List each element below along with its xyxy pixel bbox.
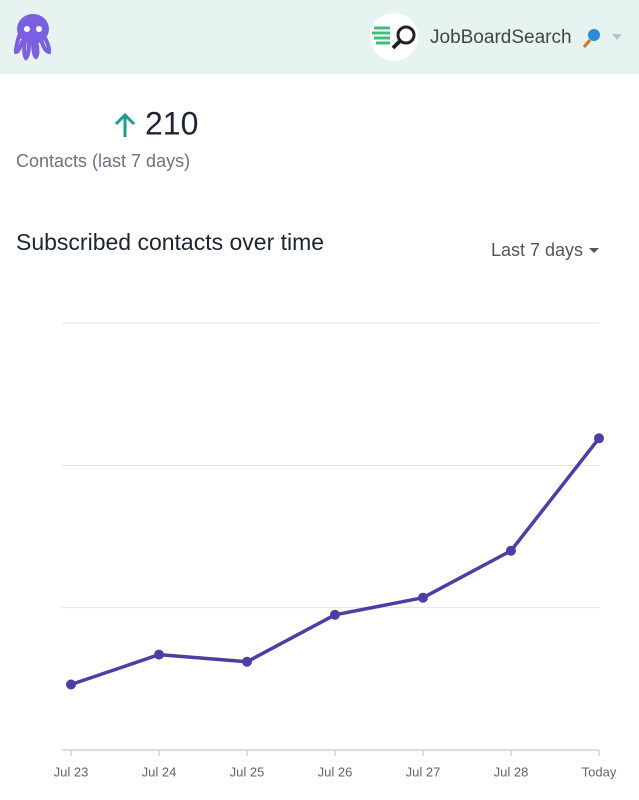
- x-tick-label: Jul 28: [494, 764, 529, 779]
- range-selector[interactable]: Last 7 days: [491, 240, 583, 260]
- account-avatar[interactable]: [370, 13, 418, 61]
- data-point: [154, 649, 164, 660]
- x-tick-label: Jul 27: [406, 764, 441, 779]
- data-point: [506, 545, 516, 556]
- data-point: [330, 609, 340, 620]
- account-name[interactable]: JobBoardSearch: [430, 27, 572, 48]
- stat-label: Contacts (last 7 days): [16, 151, 190, 171]
- range-caret[interactable]: [589, 248, 599, 253]
- data-point: [418, 592, 428, 603]
- x-tick-label: Jul 25: [230, 764, 265, 779]
- chart-title: Subscribed contacts over time: [16, 229, 324, 255]
- data-point: [594, 433, 604, 444]
- search-icon: [582, 29, 600, 48]
- data-point: [242, 656, 252, 667]
- logo[interactable]: [13, 14, 52, 62]
- up-arrow: [114, 112, 136, 137]
- x-tick-label: Jul 26: [318, 764, 353, 779]
- x-tick-label: Jul 23: [54, 764, 89, 779]
- x-tick-label: Today: [582, 764, 617, 779]
- data-point: [66, 679, 76, 690]
- x-tick-label: Jul 24: [142, 764, 177, 779]
- header-bar: [0, 0, 639, 74]
- stat-value: 210: [145, 105, 198, 141]
- account-caret[interactable]: [612, 34, 622, 40]
- data-line: [70, 437, 601, 687]
